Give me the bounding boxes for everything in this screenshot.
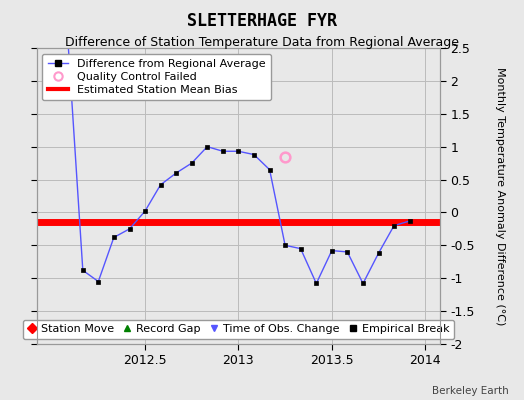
Y-axis label: Monthly Temperature Anomaly Difference (°C): Monthly Temperature Anomaly Difference (…: [495, 67, 505, 325]
Text: Berkeley Earth: Berkeley Earth: [432, 386, 508, 396]
Text: Difference of Station Temperature Data from Regional Average: Difference of Station Temperature Data f…: [65, 36, 459, 49]
Text: SLETTERHAGE FYR: SLETTERHAGE FYR: [187, 12, 337, 30]
Legend: Station Move, Record Gap, Time of Obs. Change, Empirical Break: Station Move, Record Gap, Time of Obs. C…: [23, 320, 454, 339]
